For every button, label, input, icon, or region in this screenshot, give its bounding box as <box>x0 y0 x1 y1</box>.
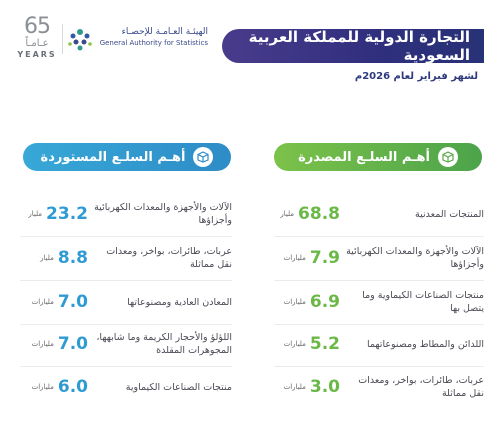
export-item-unit: مليارات <box>283 340 306 348</box>
import-item-value: 6.0 <box>57 377 88 397</box>
import-item-unit: مليارات <box>31 383 54 391</box>
years-arabic: عـامـاً <box>25 38 49 49</box>
org-name-arabic: الهيئـة العـامـة للإحصـاء <box>121 27 208 37</box>
export-item: عربات، طائرات، بواخر، ومعدات نقل مماثلة … <box>274 370 484 404</box>
import-item: المعادن العادية ومصنوعاتها 7.0 مليارات <box>20 285 232 319</box>
export-item-unit: مليار <box>280 210 295 218</box>
export-item-unit: مليارات <box>283 254 306 262</box>
import-item: عربات، طائرات، بواخر، ومعدات نقل مماثلة … <box>20 241 232 275</box>
import-item-label: منتجات الصناعات الكيماوية <box>125 381 232 393</box>
import-item-value: 8.8 <box>57 248 88 268</box>
years-english: YEARS <box>17 50 57 59</box>
import-item-unit: مليار <box>28 210 43 218</box>
import-item: الآلات والأجهزة والمعدات الكهربائية وأجز… <box>20 197 232 231</box>
export-item-value: 3.0 <box>309 377 340 397</box>
exports-heading-label: أهـم السلـع المصدرة <box>298 149 430 165</box>
export-item-value: 5.2 <box>309 334 340 354</box>
row-divider <box>274 324 484 325</box>
export-item-label: عربات، طائرات، بواخر، ومعدات نقل مماثلة <box>358 375 484 399</box>
header: 65 عـامـاً YEARS الهيئـة العـامـة للإحصـ… <box>0 0 500 90</box>
export-item-value: 6.9 <box>309 292 340 312</box>
export-item: المنتجات المعدنية 68.8 مليار <box>274 197 484 231</box>
import-item-value: 23.2 <box>46 204 88 224</box>
export-item-unit: مليارات <box>283 383 306 391</box>
export-item-value: 7.9 <box>309 248 340 268</box>
import-item-value: 7.0 <box>57 292 88 312</box>
anniversary-logo: 65 عـامـاً YEARS <box>14 14 60 60</box>
page-title: التجارة الدولية للمملكة العربية السعودية <box>222 28 484 64</box>
export-item-value: 68.8 <box>298 204 340 224</box>
export-item-label: الآلات والأجهزة والمعدات الكهربائية وأجز… <box>346 246 484 270</box>
box-icon <box>193 147 214 167</box>
export-item: منتجات الصناعات الكيماوية وما يتصل بها 6… <box>274 285 484 319</box>
import-item-label: المعادن العادية ومصنوعاتها <box>127 296 232 308</box>
import-item: منتجات الصناعات الكيماوية 6.0 مليارات <box>20 370 232 404</box>
export-item-label: اللدائن والمطاط ومصنوعاتهما <box>367 338 484 350</box>
import-item-unit: مليارات <box>31 340 54 348</box>
row-divider <box>274 280 484 281</box>
exports-heading: أهـم السلـع المصدرة <box>274 143 482 171</box>
export-item-label: منتجات الصناعات الكيماوية وما يتصل بها <box>362 290 484 314</box>
row-divider <box>20 324 232 325</box>
row-divider <box>20 236 232 237</box>
imports-heading: أهـم السلـع المستوردة <box>23 143 231 171</box>
row-divider <box>20 280 232 281</box>
import-item-label: اللؤلؤ والأحجار الكريمة وما شابهها، المج… <box>96 332 232 356</box>
years-number: 65 <box>24 14 51 39</box>
row-divider <box>274 236 484 237</box>
gastat-logo-icon <box>68 29 92 51</box>
import-item-value: 7.0 <box>57 334 88 354</box>
gastat-name: الهيئـة العـامـة للإحصـاء General Author… <box>98 26 208 48</box>
import-item: اللؤلؤ والأحجار الكريمة وما شابهها، المج… <box>20 327 232 361</box>
box-icon <box>437 147 458 167</box>
import-item-label: الآلات والأجهزة والمعدات الكهربائية وأجز… <box>94 202 232 226</box>
page-subtitle: لشهر فبراير لعام 2026م <box>354 71 478 82</box>
export-item: الآلات والأجهزة والمعدات الكهربائية وأجز… <box>274 241 484 275</box>
import-item-unit: مليار <box>40 254 54 262</box>
import-item-label: عربات، طائرات، بواخر، ومعدات نقل مماثلة <box>106 246 232 270</box>
org-name-english: General Authority for Statistics <box>99 39 208 47</box>
export-item-unit: مليارات <box>283 298 306 306</box>
export-item-label: المنتجات المعدنية <box>415 208 484 220</box>
import-item-unit: مليارات <box>31 298 54 306</box>
imports-heading-label: أهـم السلـع المستوردة <box>40 149 186 165</box>
export-item: اللدائن والمطاط ومصنوعاتهما 5.2 مليارات <box>274 327 484 361</box>
logo-divider <box>62 24 63 54</box>
row-divider <box>274 366 484 367</box>
row-divider <box>20 366 232 367</box>
